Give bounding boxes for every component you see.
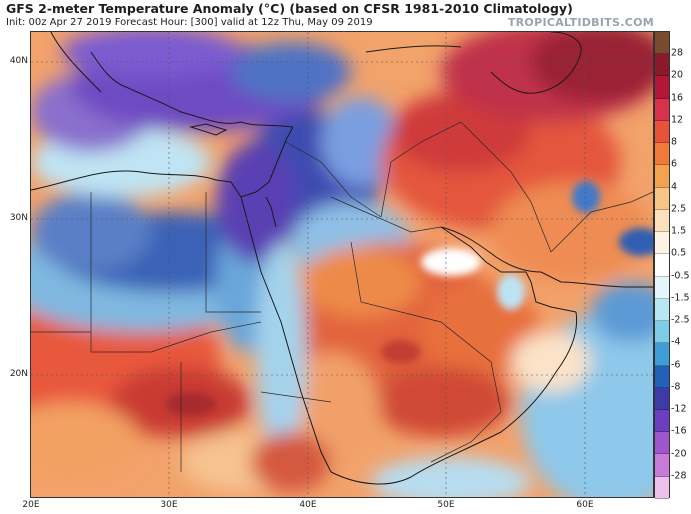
colorbar-segment	[655, 120, 669, 144]
colorbar-tick-label: 28	[671, 47, 684, 59]
colorbar-tick-label: 8	[671, 136, 678, 148]
colorbar-segment	[655, 476, 669, 499]
lon-label-50e: 50E	[437, 500, 455, 510]
colorbar	[654, 31, 670, 499]
colorbar-segment	[655, 454, 669, 477]
colorbar-tick-label: -2.5	[671, 314, 690, 326]
colorbar-tick-label: -8	[671, 381, 681, 393]
colorbar-tick-label: 2.5	[671, 203, 687, 215]
anomaly-field	[31, 32, 653, 497]
lon-label-20e: 20E	[22, 500, 40, 510]
anomaly-detail	[166, 181, 653, 416]
colorbar-segment	[655, 254, 669, 277]
colorbar-tick-label: -12	[671, 403, 687, 415]
map-subtitle: Init: 00z Apr 27 2019 Forecast Hour: [30…	[6, 17, 373, 28]
colorbar-segment	[655, 232, 669, 255]
lon-label-60e: 60E	[576, 500, 594, 510]
lat-label-30n: 30N	[9, 213, 28, 223]
colorbar-segment	[655, 187, 669, 210]
colorbar-segment	[655, 276, 669, 299]
graticule	[31, 32, 653, 497]
colorbar-segment	[655, 54, 669, 77]
colorbar-segment	[655, 76, 669, 99]
colorbar-tick-label: 1.5	[671, 225, 687, 237]
coastlines	[31, 32, 653, 485]
colorbar-segment	[655, 165, 669, 188]
colorbar-tick-label: 0.5	[671, 247, 687, 259]
colorbar-tick-label: 20	[671, 69, 684, 81]
colorbar-tick-label: -4	[671, 336, 681, 348]
temperature-anomaly-map	[30, 31, 654, 498]
map-title: GFS 2-meter Temperature Anomaly (°C) (ba…	[6, 1, 573, 16]
colorbar-tick-label: -0.5	[671, 270, 690, 282]
colorbar-segment	[655, 387, 669, 410]
colorbar-tick-label: 4	[671, 181, 678, 193]
colorbar-segment	[655, 98, 669, 121]
colorbar-segment	[655, 321, 669, 344]
colorbar-tick-label: 16	[671, 92, 684, 104]
colorbar-tick-label: -20	[671, 448, 687, 460]
colorbar-tick-label: 6	[671, 158, 678, 170]
colorbar-tick-label: -6	[671, 359, 681, 371]
lon-label-40e: 40E	[299, 500, 317, 510]
lon-label-30e: 30E	[160, 500, 178, 510]
country-borders	[31, 121, 653, 472]
colorbar-segment	[655, 432, 669, 455]
colorbar-tick-label: 12	[671, 114, 684, 126]
colorbar-tick-label: -28	[671, 470, 687, 482]
source-credit: TROPICALTIDBITS.COM	[507, 16, 654, 29]
colorbar-segment	[655, 143, 669, 166]
lat-label-20n: 20N	[9, 369, 28, 379]
colorbar-tick-label: -16	[671, 425, 687, 437]
colorbar-segment	[655, 365, 669, 388]
lat-label-40n: 40N	[9, 56, 28, 66]
colorbar-segment	[655, 343, 669, 366]
colorbar-segment	[655, 32, 669, 55]
colorbar-tick-label: -1.5	[671, 292, 690, 304]
colorbar-segment	[655, 409, 669, 433]
colorbar-segment	[655, 209, 669, 233]
colorbar-segment	[655, 298, 669, 322]
